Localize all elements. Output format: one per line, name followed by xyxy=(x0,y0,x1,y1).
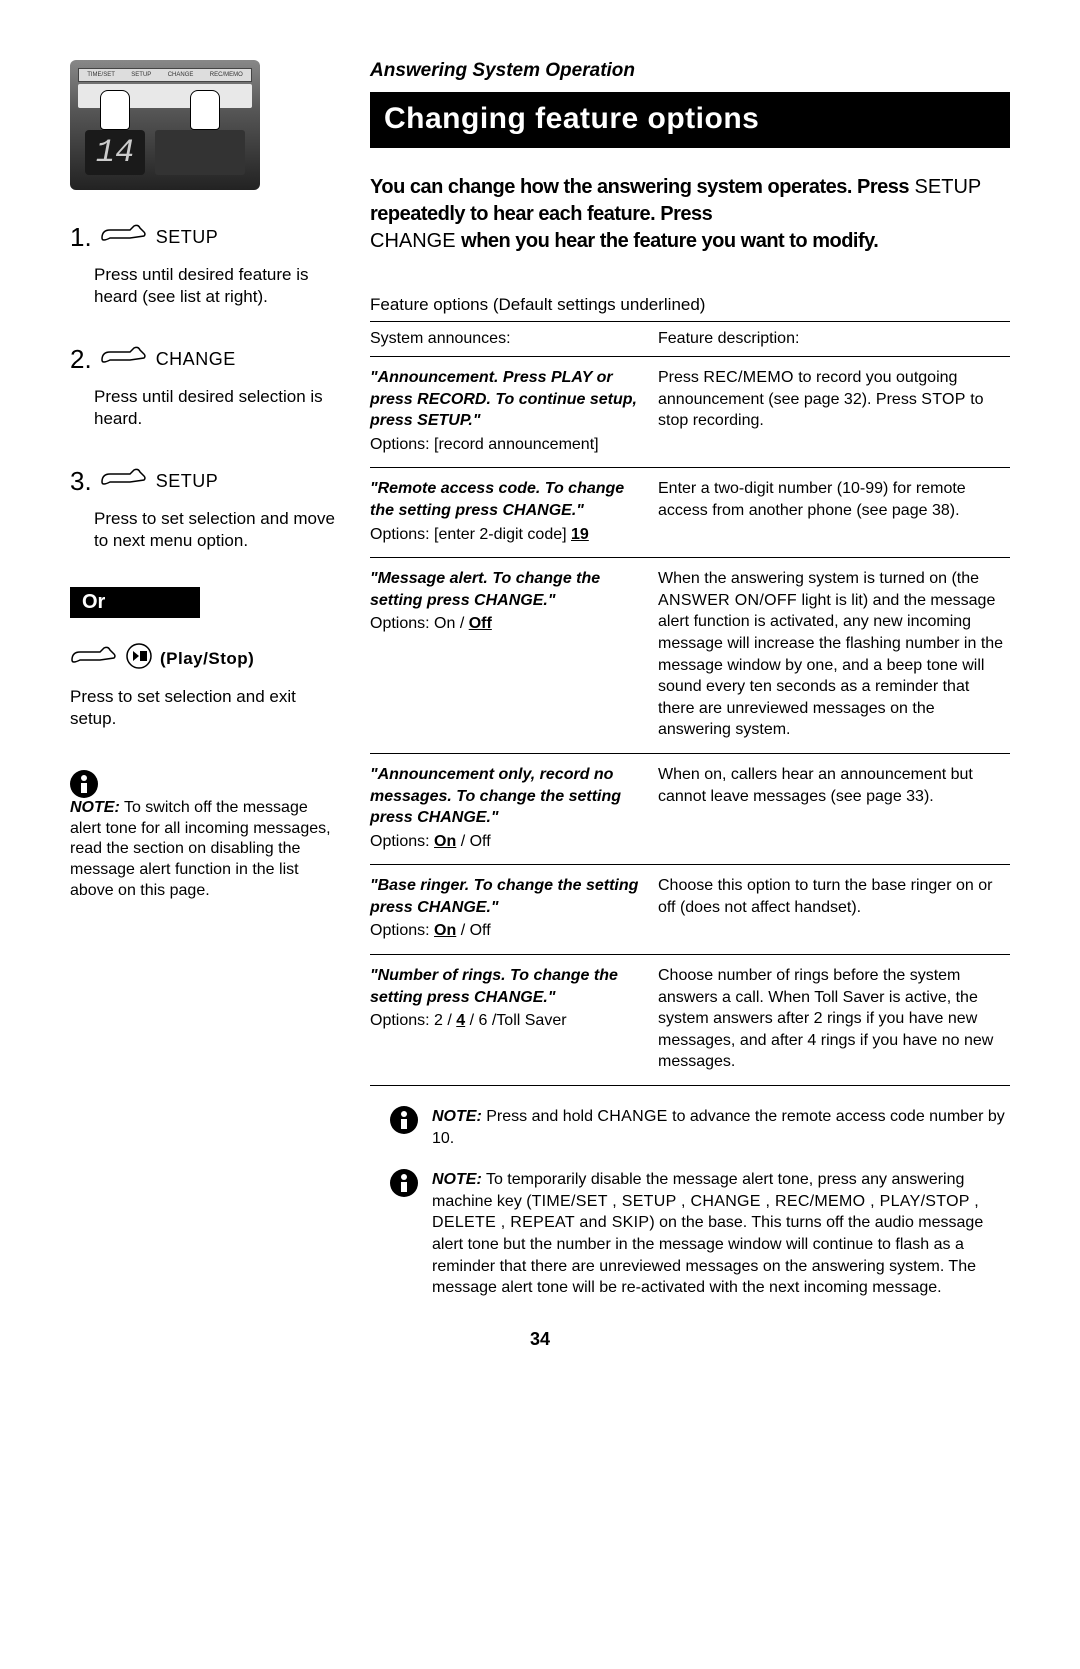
feature-description: When the answering system is turned on (… xyxy=(658,568,1010,741)
step-3: 3. SETUP Press to set selection and move… xyxy=(70,464,340,552)
step-number: 1. xyxy=(70,222,92,253)
table-row: "Announcement only, record no messages. … xyxy=(370,754,1010,865)
breadcrumb: Answering System Operation xyxy=(370,60,1010,82)
table-title: Feature options (Default settings underl… xyxy=(370,295,1010,315)
feature-description: Enter a two-digit number (10-99) for rem… xyxy=(658,478,1010,545)
pointing-hand-icon xyxy=(100,464,148,498)
options-text: Options: [enter 2-digit code] 19 xyxy=(370,524,646,546)
step-2: 2. CHANGE Press until desired selection … xyxy=(70,342,340,430)
options-text: Options: 2 / 4 / 6 /Toll Saver xyxy=(370,1010,646,1032)
info-icon xyxy=(390,1169,418,1197)
system-announcement: "Announcement only, record no messages. … xyxy=(370,764,646,829)
page-number: 34 xyxy=(70,1329,1010,1350)
options-text: Options: On / Off xyxy=(370,831,646,853)
step-description: Press to set selection and move to next … xyxy=(94,508,340,552)
step-description: Press until desired feature is heard (se… xyxy=(94,264,340,308)
options-text: Options: [record announcement] xyxy=(370,434,646,456)
note-change-hold: NOTE: Press and hold CHANGE to advance t… xyxy=(370,1106,1010,1149)
options-text: Options: On / Off xyxy=(370,920,646,942)
step-number: 2. xyxy=(70,344,92,375)
intro-text: You can change how the answering system … xyxy=(370,174,1010,255)
system-announcement: "Announcement. Press PLAY or press RECOR… xyxy=(370,367,646,432)
device-illustration: TIME/SET SETUP CHANGE REC/MEMO 14 xyxy=(70,60,260,190)
step-label: CHANGE xyxy=(156,349,236,370)
table-row: "Number of rings. To change the setting … xyxy=(370,955,1010,1086)
table-row: "Base ringer. To change the setting pres… xyxy=(370,865,1010,955)
feature-description: When on, callers hear an announcement bu… xyxy=(658,764,1010,852)
or-separator: Or xyxy=(70,587,200,618)
step-1: 1. SETUP Press until desired feature is … xyxy=(70,220,340,308)
left-note: NOTE: To switch off the message alert to… xyxy=(70,770,340,902)
feature-description: Choose this option to turn the base ring… xyxy=(658,875,1010,942)
pointing-hand-icon xyxy=(100,342,148,376)
page-title: Changing feature options xyxy=(370,92,1010,148)
system-announcement: "Number of rings. To change the setting … xyxy=(370,965,646,1008)
device-display: 14 xyxy=(85,130,145,175)
pointing-hand-icon xyxy=(100,220,148,254)
system-announcement: "Base ringer. To change the setting pres… xyxy=(370,875,646,918)
column-header: Feature description: xyxy=(658,330,1010,348)
options-text: Options: On / Off xyxy=(370,613,646,635)
step-number: 3. xyxy=(70,466,92,497)
note-disable-alert: NOTE: To temporarily disable the message… xyxy=(370,1169,1010,1299)
table-row: "Announcement. Press PLAY or press RECOR… xyxy=(370,357,1010,468)
table-row: "Message alert. To change the setting pr… xyxy=(370,558,1010,754)
system-announcement: "Message alert. To change the setting pr… xyxy=(370,568,646,611)
step-description: Press to set selection and exit setup. xyxy=(70,686,340,730)
info-icon xyxy=(70,770,98,798)
step-label: (Play/Stop) xyxy=(160,649,254,669)
pointing-hand-icon xyxy=(70,642,118,676)
column-header: System announces: xyxy=(370,330,658,348)
step-label: SETUP xyxy=(156,227,219,248)
feature-description: Choose number of rings before the system… xyxy=(658,965,1010,1073)
play-stop-icon xyxy=(126,643,152,675)
step-playstop: (Play/Stop) Press to set selection and e… xyxy=(70,642,340,730)
step-label: SETUP xyxy=(156,471,219,492)
step-description: Press until desired selection is heard. xyxy=(94,386,340,430)
system-announcement: "Remote access code. To change the setti… xyxy=(370,478,646,521)
info-icon xyxy=(390,1106,418,1134)
feature-description: Press REC/MEMO to record you outgoing an… xyxy=(658,367,1010,455)
feature-options-table: System announces: Feature description: "… xyxy=(370,321,1010,1086)
table-row: "Remote access code. To change the setti… xyxy=(370,468,1010,558)
